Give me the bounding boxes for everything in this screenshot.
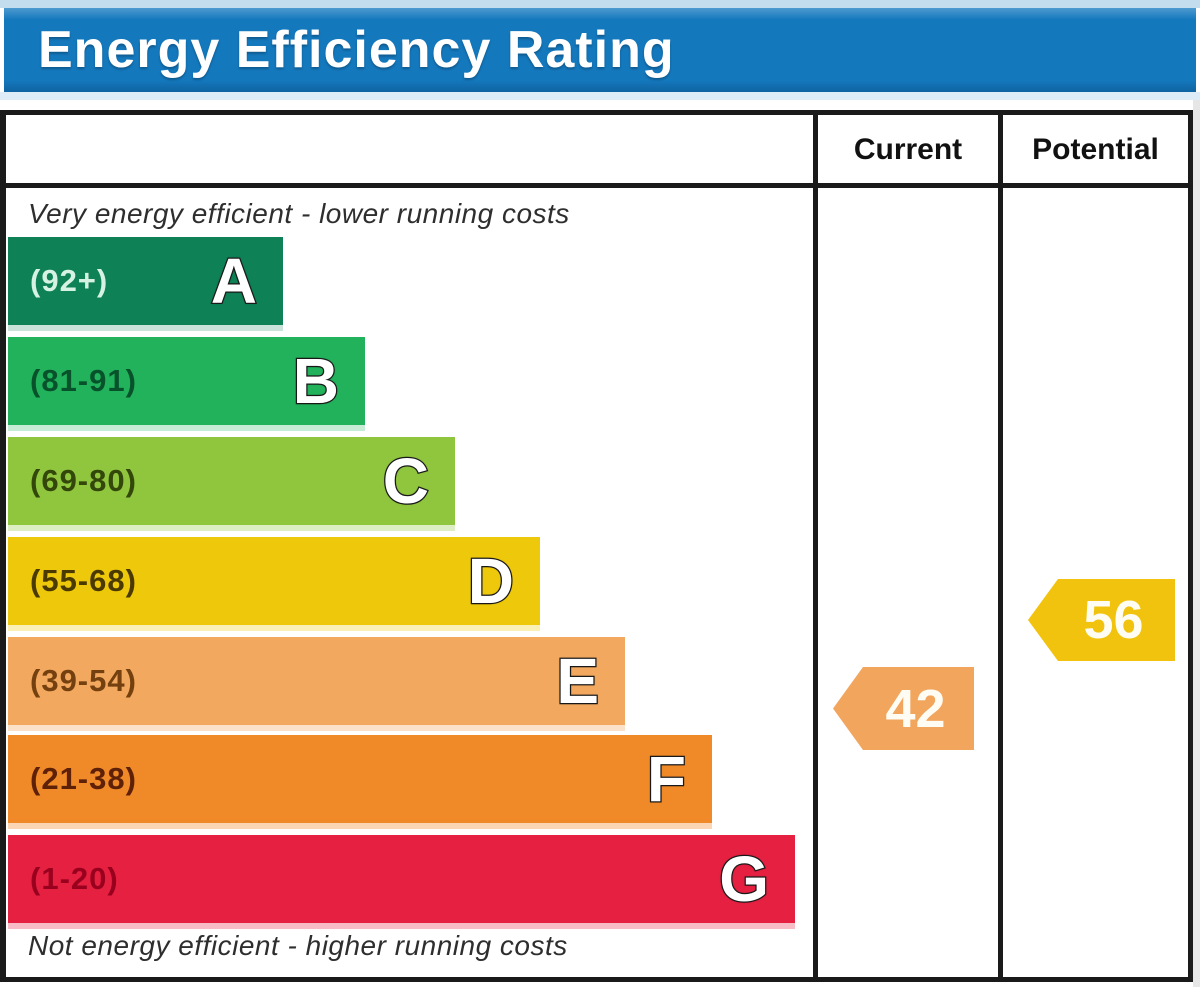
column-divider-current — [813, 110, 818, 982]
band-c-letter: C — [382, 445, 431, 517]
band-f: (21-38) F — [8, 735, 712, 823]
potential-rating-value: 56 — [1083, 590, 1144, 650]
band-e-range: (39-54) — [30, 663, 137, 698]
column-divider-potential — [998, 110, 1003, 982]
band-b-letter: B — [292, 345, 341, 417]
table-border-left — [0, 110, 6, 982]
current-rating-value: 42 — [885, 678, 946, 739]
band-d-letter: D — [467, 545, 516, 617]
band-b: (81-91) B — [8, 337, 365, 425]
band-d: (55-68) D — [8, 537, 540, 625]
page-title: Energy Efficiency Rating — [38, 21, 675, 79]
table-border-top — [0, 110, 1193, 115]
table-header-divider — [0, 183, 1193, 188]
title-underline-strip — [0, 92, 1200, 100]
top-accent-strip — [0, 0, 1200, 8]
right-gutter — [1193, 100, 1200, 987]
band-c: (69-80) C — [8, 437, 455, 525]
current-column-header: Current — [853, 133, 963, 166]
band-g: (1-20) G — [8, 835, 795, 923]
top-note: Very energy efficient - lower running co… — [28, 198, 570, 229]
band-c-range: (69-80) — [30, 463, 137, 498]
band-d-range: (55-68) — [30, 563, 137, 598]
title-bar: Energy Efficiency Rating — [4, 8, 1196, 92]
band-a: (92+) A — [8, 237, 283, 325]
band-g-range: (1-20) — [30, 861, 119, 896]
band-g-letter: G — [718, 843, 770, 915]
band-f-letter: F — [646, 743, 688, 815]
potential-rating-arrow: 56 — [1028, 579, 1175, 661]
band-e: (39-54) E — [8, 637, 625, 725]
bottom-note: Not energy efficient - higher running co… — [28, 930, 568, 961]
band-e-letter: E — [555, 645, 600, 717]
table-border-bottom — [0, 977, 1193, 982]
band-f-range: (21-38) — [30, 761, 137, 796]
potential-column-header: Potential — [1032, 133, 1159, 166]
current-rating-arrow: 42 — [833, 667, 974, 750]
band-a-range: (92+) — [30, 263, 109, 298]
table-border-right — [1188, 110, 1193, 982]
band-a-letter: A — [210, 245, 259, 317]
band-b-range: (81-91) — [30, 363, 137, 398]
